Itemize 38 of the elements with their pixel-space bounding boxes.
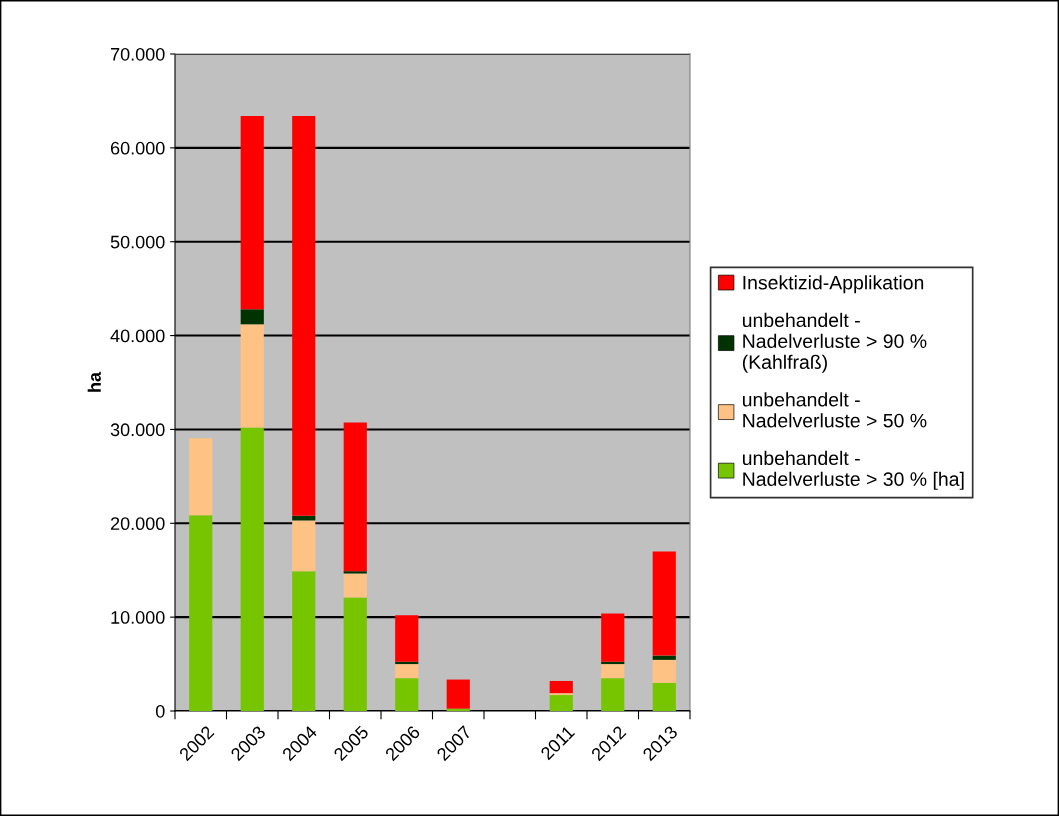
bar — [240, 427, 264, 711]
bar — [189, 515, 213, 711]
legend-label: unbehandelt - Nadelverluste > 50 % — [742, 392, 927, 428]
bar — [240, 309, 264, 325]
y-tick-label: 10.000 — [111, 611, 165, 624]
bar — [652, 682, 676, 711]
bar — [240, 115, 264, 310]
bar — [395, 664, 419, 679]
y-tick-label: 30.000 — [110, 423, 165, 437]
bar — [292, 115, 316, 516]
bar — [652, 551, 676, 656]
bar — [446, 679, 470, 709]
bar — [240, 324, 264, 428]
legend-label: unbehandelt - Nadelverluste > 30 % [ha] — [742, 450, 964, 490]
y-tick-label: 70.000 — [110, 47, 165, 61]
bar — [601, 613, 625, 662]
bar — [549, 680, 573, 694]
y-axis-title: ha — [87, 371, 101, 392]
bar — [189, 438, 213, 516]
bar — [292, 571, 316, 711]
bar — [601, 664, 625, 679]
y-tick-label: 40.000 — [110, 329, 165, 343]
bar — [652, 659, 676, 683]
bar — [549, 695, 573, 711]
bar — [343, 422, 367, 572]
bar — [601, 678, 625, 711]
y-tick-label: 50.000 — [110, 235, 165, 249]
bar — [395, 678, 419, 711]
legend-label: unbehandelt - Nadelverluste > 90 % (Kahlfraß) — [742, 312, 927, 373]
y-tick-label: 0 — [155, 704, 165, 718]
bar — [343, 597, 367, 711]
bar — [652, 655, 676, 660]
y-tick-label: 20.000 — [110, 517, 165, 531]
bar — [343, 573, 367, 598]
y-tick-label: 60.000 — [110, 141, 165, 155]
legend-label: Insektizid-Applikation — [743, 275, 924, 294]
bar — [292, 520, 316, 572]
bar — [395, 615, 419, 662]
